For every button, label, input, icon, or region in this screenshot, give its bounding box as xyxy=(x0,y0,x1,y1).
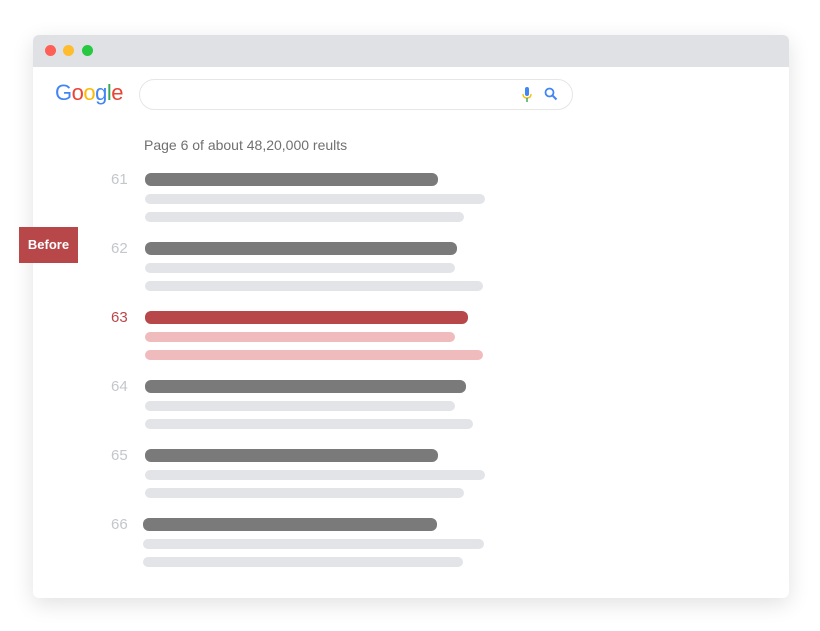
result-snippet-bar xyxy=(145,470,485,480)
close-button[interactable] xyxy=(45,45,56,56)
result-snippet-bar xyxy=(145,401,455,411)
result-number: 64 xyxy=(111,378,128,395)
result-snippet-bar xyxy=(145,488,464,498)
result-number: 65 xyxy=(111,447,128,464)
result-snippet-bar xyxy=(145,281,483,291)
browser-window: Google Page 6 of about 48,20,000 reults … xyxy=(33,35,789,598)
result-snippet-bar xyxy=(145,212,464,222)
result-snippet-bar xyxy=(143,539,484,549)
result-snippet-bar xyxy=(145,350,483,360)
result-number: 61 xyxy=(111,171,128,188)
result-snippet-bar xyxy=(145,263,455,273)
result-title-bar[interactable] xyxy=(145,242,457,255)
result-title-bar[interactable] xyxy=(145,380,466,393)
result-number: 63 xyxy=(111,309,128,326)
result-title-bar[interactable] xyxy=(145,173,438,186)
search-input[interactable] xyxy=(139,79,573,110)
maximize-button[interactable] xyxy=(82,45,93,56)
before-badge: Before xyxy=(19,227,78,263)
result-title-bar[interactable] xyxy=(145,311,468,324)
result-title-bar[interactable] xyxy=(145,449,438,462)
microphone-icon[interactable] xyxy=(522,87,532,103)
result-stats: Page 6 of about 48,20,000 reults xyxy=(144,137,348,153)
result-title-bar[interactable] xyxy=(143,518,437,531)
google-logo[interactable]: Google xyxy=(55,80,124,105)
minimize-button[interactable] xyxy=(63,45,74,56)
result-snippet-bar xyxy=(145,194,485,204)
result-snippet-bar xyxy=(143,557,463,567)
result-snippet-bar xyxy=(145,332,455,342)
result-number: 66 xyxy=(111,516,128,533)
magnifier-icon[interactable] xyxy=(544,87,558,101)
result-number: 62 xyxy=(111,240,128,257)
title-bar xyxy=(33,35,789,67)
result-snippet-bar xyxy=(145,419,473,429)
